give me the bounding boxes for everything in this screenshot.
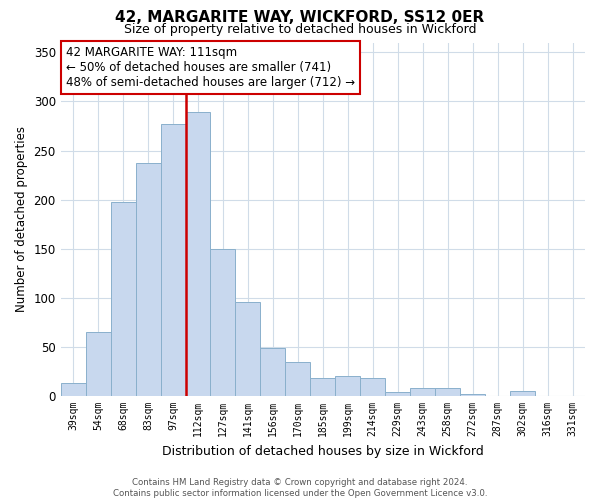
Bar	[136, 164, 161, 396]
Bar	[61, 384, 86, 396]
Bar	[185, 112, 211, 396]
Bar	[335, 376, 360, 396]
Bar	[161, 124, 185, 396]
Text: Size of property relative to detached houses in Wickford: Size of property relative to detached ho…	[124, 22, 476, 36]
Bar	[460, 394, 485, 396]
Text: Contains HM Land Registry data © Crown copyright and database right 2024.
Contai: Contains HM Land Registry data © Crown c…	[113, 478, 487, 498]
Bar	[286, 362, 310, 396]
Bar	[211, 248, 235, 396]
Y-axis label: Number of detached properties: Number of detached properties	[15, 126, 28, 312]
Bar	[435, 388, 460, 396]
Bar	[86, 332, 110, 396]
Bar	[110, 202, 136, 396]
Bar	[310, 378, 335, 396]
X-axis label: Distribution of detached houses by size in Wickford: Distribution of detached houses by size …	[162, 444, 484, 458]
Text: 42 MARGARITE WAY: 111sqm
← 50% of detached houses are smaller (741)
48% of semi-: 42 MARGARITE WAY: 111sqm ← 50% of detach…	[66, 46, 355, 89]
Text: 42, MARGARITE WAY, WICKFORD, SS12 0ER: 42, MARGARITE WAY, WICKFORD, SS12 0ER	[115, 10, 485, 25]
Bar	[235, 302, 260, 396]
Bar	[510, 391, 535, 396]
Bar	[360, 378, 385, 396]
Bar	[410, 388, 435, 396]
Bar	[260, 348, 286, 396]
Bar	[385, 392, 410, 396]
